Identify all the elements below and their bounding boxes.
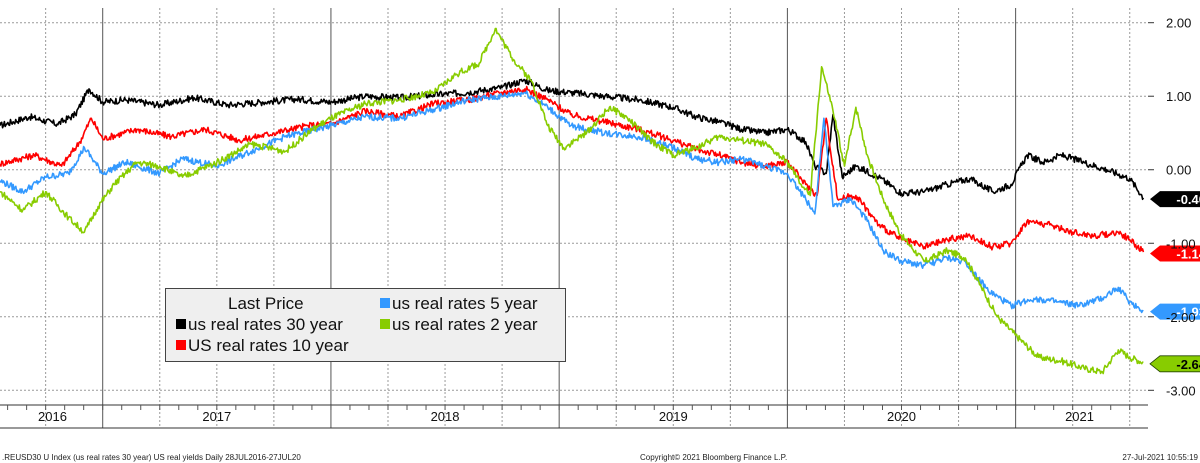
footer-copyright: Copyright© 2021 Bloomberg Finance L.P.	[640, 453, 787, 462]
badge-shape	[1150, 303, 1200, 320]
legend-label-10-year: US real rates 10 year	[188, 336, 349, 355]
x-year-label: 2021	[1065, 409, 1094, 424]
y-tick-label: -3.00	[1166, 383, 1196, 398]
x-year-label: 2017	[202, 409, 231, 424]
legend-swatch-30-year	[176, 319, 186, 329]
legend-swatch-5-year	[380, 298, 390, 308]
footer-source: .REUSD30 U Index (us real rates 30 year)…	[2, 453, 301, 462]
legend-swatch-2-year	[380, 319, 390, 329]
legend-item-2-year: us real rates 2 year	[380, 315, 538, 335]
badge-shape	[1150, 245, 1200, 262]
series-line-us-real-rates-5-year	[0, 90, 1144, 314]
x-year-label: 2018	[431, 409, 460, 424]
last-price-badge: -2.64	[1149, 355, 1200, 373]
legend-label-2-year: us real rates 2 year	[392, 315, 538, 334]
badge-value: -1.14	[1176, 247, 1200, 262]
y-tick-label: 1.00	[1166, 89, 1191, 104]
badge-value: -0.40	[1176, 192, 1200, 207]
legend-item-30-year: us real rates 30 year	[176, 315, 343, 335]
legend-label-30-year: us real rates 30 year	[188, 315, 343, 334]
last-price-badge: -1.14	[1150, 245, 1200, 262]
chart-series	[0, 27, 1145, 375]
last-price-badges: -0.40 -1.14 -1.93 -2.64	[1149, 191, 1200, 373]
badge-shape	[1149, 355, 1200, 373]
x-year-label: 2020	[887, 409, 916, 424]
badge-shape	[1150, 191, 1200, 208]
legend-title: Last Price	[228, 294, 304, 313]
legend-swatch-10-year	[176, 340, 186, 350]
y-tick-label: -1.00	[1166, 236, 1196, 251]
y-tick-label: 0.00	[1166, 163, 1191, 178]
y-tick-label: 2.00	[1166, 16, 1191, 31]
legend-label-5-year: us real rates 5 year	[392, 294, 538, 313]
y-axis-ticks: 2.00 1.00 0.00 -1.00 -2.00 -3.00	[1148, 16, 1196, 398]
footer-timestamp: 27-Jul-2021 10:55:19	[1122, 453, 1198, 462]
x-year-label: 2016	[38, 409, 67, 424]
last-price-badge: -0.40	[1150, 191, 1200, 207]
legend-item-10-year: US real rates 10 year	[176, 336, 349, 356]
series-line-us-real-rates-2-year	[0, 27, 1144, 375]
last-price-badge: -1.93	[1150, 303, 1200, 320]
series-line-us-real-rates-10-year	[0, 85, 1145, 253]
legend-item-5-year: us real rates 5 year	[380, 294, 538, 314]
series-line-us-real-rates-30-year	[0, 78, 1145, 201]
badge-value: -2.64	[1176, 357, 1200, 372]
x-year-label: 2019	[659, 409, 688, 424]
badge-value: -1.93	[1176, 305, 1200, 320]
x-axis: 2016 2017 2018 2019 2020 2021	[0, 404, 1148, 429]
legend: Last Price us real rates 30 year US real…	[165, 288, 566, 362]
y-tick-label: -2.00	[1166, 310, 1196, 325]
